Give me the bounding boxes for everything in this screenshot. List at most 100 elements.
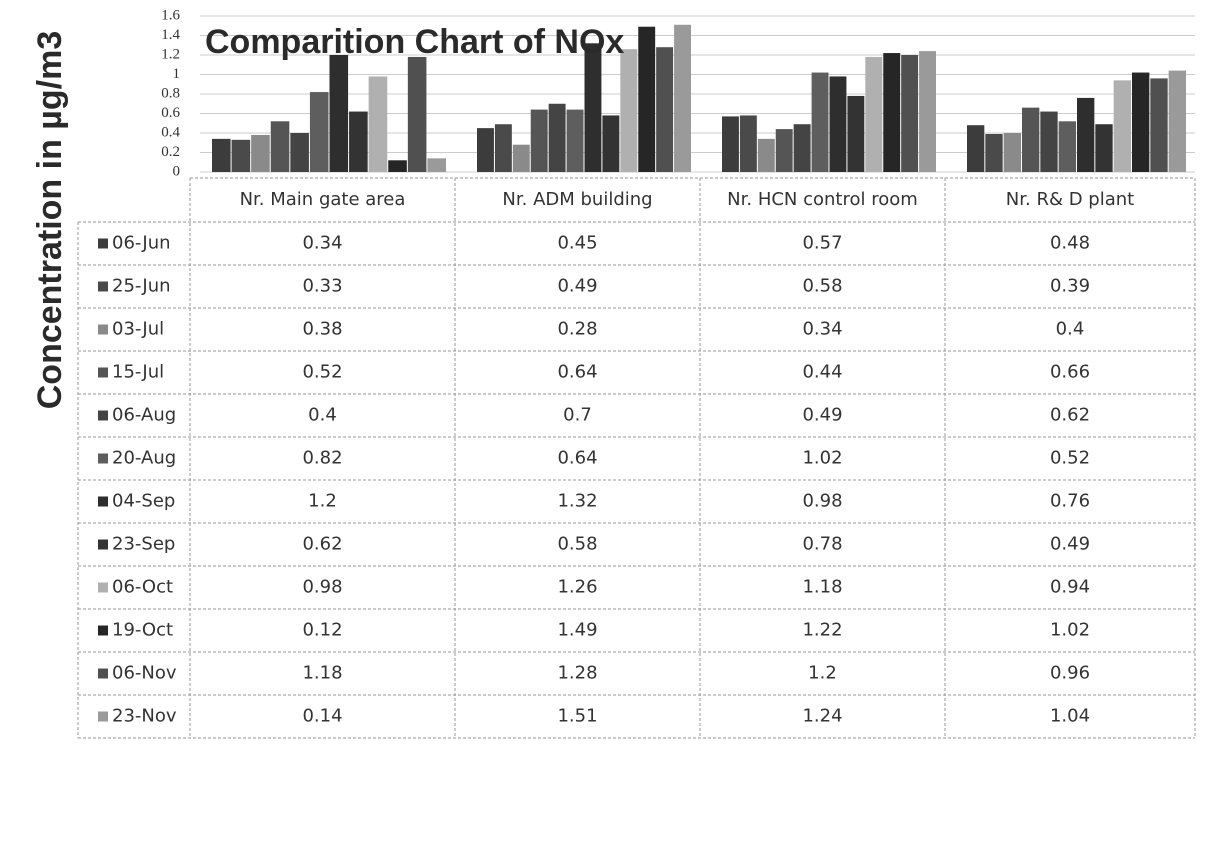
y-tick-label: 1.4	[161, 27, 180, 43]
table-value: 1.04	[1050, 706, 1090, 727]
bar	[530, 109, 548, 172]
table-value: 1.24	[802, 706, 842, 727]
bar	[1077, 97, 1095, 172]
legend-label: 06-Oct	[112, 577, 173, 598]
table-value: 1.02	[802, 448, 842, 469]
bar	[722, 116, 739, 172]
bar	[548, 103, 566, 172]
table-value: 0.62	[302, 534, 342, 555]
bar	[477, 128, 494, 172]
table-value: 0.78	[802, 534, 842, 555]
table-value: 0.4	[1056, 319, 1085, 340]
bar	[1132, 72, 1150, 172]
table-value: 1.18	[802, 577, 842, 598]
table-value: 0.14	[302, 706, 342, 727]
legend-label: 19-Oct	[112, 620, 173, 641]
legend-label: 23-Nov	[112, 706, 177, 727]
bar	[757, 138, 775, 172]
table-value: 0.58	[557, 534, 597, 555]
table-value: 0.44	[802, 362, 842, 383]
table-value: 0.94	[1050, 577, 1090, 598]
table-value: 1.22	[802, 620, 842, 641]
y-tick-label: 0.6	[161, 105, 180, 121]
y-tick-label: 0	[173, 163, 181, 179]
table-value: 0.4	[308, 405, 337, 426]
table-value: 1.28	[557, 663, 597, 684]
bar	[512, 144, 530, 172]
category-label: Nr. R& D plant	[1006, 189, 1134, 210]
table-value: 0.49	[557, 276, 597, 297]
y-tick-label: 1	[173, 66, 181, 82]
bar	[494, 124, 512, 172]
bar	[388, 160, 407, 172]
bar	[1022, 107, 1040, 172]
category-label: Nr. HCN control room	[727, 189, 918, 210]
bar	[1003, 133, 1021, 172]
bar	[584, 43, 602, 172]
bar	[829, 76, 847, 172]
bar	[739, 115, 757, 172]
y-tick-label: 0.2	[161, 144, 180, 160]
table-value: 1.2	[808, 663, 837, 684]
legend-swatch	[98, 238, 108, 249]
bar	[1113, 80, 1131, 172]
table-value: 0.12	[302, 620, 342, 641]
legend-label: 06-Nov	[112, 663, 177, 684]
table-value: 0.57	[802, 233, 842, 254]
table-value: 0.98	[802, 491, 842, 512]
table-value: 0.34	[302, 233, 342, 254]
bar	[1058, 121, 1076, 172]
table-value: 1.2	[308, 491, 337, 512]
legend-label: 23-Sep	[112, 534, 175, 555]
bar	[883, 53, 901, 172]
bar	[865, 56, 883, 173]
legend-swatch	[98, 625, 108, 636]
legend-label: 04-Sep	[112, 491, 175, 512]
bar	[775, 129, 793, 172]
table-value: 0.48	[1050, 233, 1090, 254]
bar	[231, 139, 251, 172]
bar	[985, 133, 1003, 172]
table-value: 0.52	[302, 362, 342, 383]
y-tick-label: 1.2	[161, 46, 180, 62]
bar	[811, 72, 829, 172]
legend-swatch	[98, 539, 108, 550]
legend-swatch	[98, 453, 108, 464]
y-tick-label: 1.6	[161, 7, 180, 23]
table-value: 0.52	[1050, 448, 1090, 469]
bar	[1095, 124, 1113, 172]
table-value: 0.64	[557, 362, 597, 383]
bar	[793, 124, 811, 172]
table-value: 0.39	[1050, 276, 1090, 297]
table-value: 1.49	[557, 620, 597, 641]
legend-swatch	[98, 281, 108, 292]
bar	[407, 56, 427, 173]
legend-label: 06-Jun	[112, 233, 171, 254]
bar	[329, 55, 349, 172]
legend-swatch	[98, 410, 108, 421]
table-value: 0.62	[1050, 405, 1090, 426]
table-value: 0.28	[557, 319, 597, 340]
bar	[212, 138, 231, 172]
bar	[566, 109, 584, 172]
legend-label: 03-Jul	[112, 319, 164, 340]
bar	[674, 24, 691, 173]
table-value: 0.98	[302, 577, 342, 598]
table-value: 0.49	[1050, 534, 1090, 555]
bar	[349, 111, 368, 172]
table-value: 0.66	[1050, 362, 1090, 383]
y-tick-label: 0.8	[161, 85, 180, 101]
bar	[901, 55, 919, 172]
legend-label: 15-Jul	[112, 362, 164, 383]
table-value: 1.51	[557, 706, 597, 727]
legend-label: 25-Jun	[112, 276, 171, 297]
bar	[290, 133, 309, 172]
table-value: 0.82	[302, 448, 342, 469]
bar	[1168, 70, 1186, 172]
table-value: 1.32	[557, 491, 597, 512]
table-value: 0.45	[557, 233, 597, 254]
table-value: 0.7	[563, 405, 592, 426]
bar	[919, 51, 936, 172]
table-value: 1.02	[1050, 620, 1090, 641]
